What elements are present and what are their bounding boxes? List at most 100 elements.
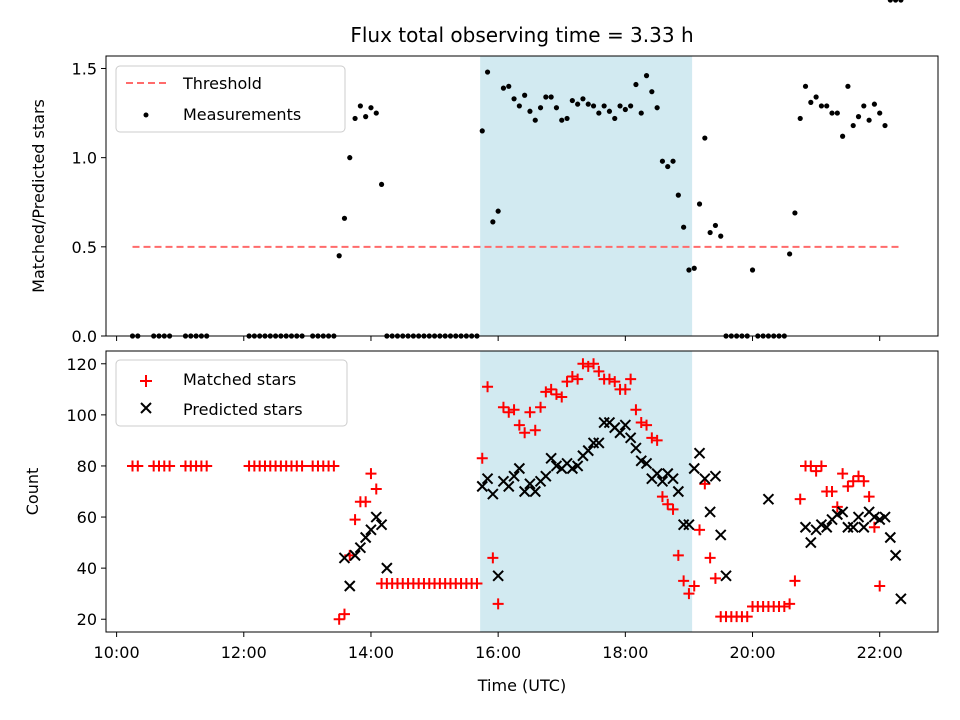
- matched-star-point: [476, 452, 488, 464]
- matched-star-point: [497, 401, 509, 413]
- legend-matched-label: Matched stars: [183, 370, 296, 389]
- measurement-point: [606, 108, 613, 114]
- ratio-legend: Threshold Measurements: [115, 65, 346, 133]
- matched-star-point: [794, 493, 806, 505]
- measurement-point: [580, 96, 586, 102]
- matched-star-point: [164, 460, 176, 472]
- count-y-axis-label: Count: [23, 468, 42, 516]
- matched-star-point: [201, 460, 213, 472]
- plot-frame: [105, 350, 939, 633]
- measurement-point: [129, 333, 136, 339]
- measurement-point: [845, 83, 851, 89]
- matched-star-point: [487, 552, 499, 564]
- matched-star-point: [519, 427, 531, 439]
- measurement-point: [850, 122, 856, 129]
- matched-star-point: [338, 608, 350, 620]
- matched-star-point: [545, 383, 557, 395]
- predicted-star-point: [852, 511, 865, 523]
- y-tick-label: 100: [66, 406, 97, 425]
- measurement-point: [421, 333, 427, 339]
- measurement-point: [871, 101, 878, 107]
- matched-star-point: [349, 514, 361, 526]
- matched-star-point: [656, 491, 668, 503]
- measurement-point: [707, 229, 713, 236]
- matched-star-point: [826, 486, 838, 497]
- matched-star-point: [625, 373, 637, 385]
- y-tick-label: 40: [77, 559, 97, 578]
- measurement-point: [569, 97, 575, 104]
- x-tick-label: 18:00: [602, 643, 648, 662]
- predicted-star-point: [508, 470, 520, 482]
- y-tick-label: 0.0: [72, 327, 97, 346]
- x-tick-label: 10:00: [94, 643, 140, 662]
- matched-star-point: [609, 376, 621, 388]
- measurement-point: [575, 101, 581, 107]
- measurement-point: [522, 92, 528, 98]
- matched-star-point: [619, 383, 631, 395]
- predicted-star-point: [375, 519, 388, 531]
- measurement-point: [813, 94, 819, 100]
- predicted-star-point: [365, 524, 377, 536]
- matched-star-point: [593, 365, 605, 377]
- matched-star-point: [837, 468, 849, 480]
- measurement-point: [877, 110, 883, 116]
- measurement-point: [267, 333, 273, 339]
- measurement-point: [596, 110, 602, 116]
- matched-star-point: [540, 386, 552, 398]
- measurement-point: [251, 333, 257, 339]
- measurement-point: [516, 103, 522, 109]
- measurement-point: [262, 333, 268, 339]
- measurement-point: [723, 333, 729, 339]
- predicted-star-point: [344, 580, 356, 592]
- measurement-point: [161, 333, 167, 339]
- measurement-point: [744, 333, 750, 339]
- predicted-star-point: [487, 488, 499, 500]
- predicted-star-point: [889, 549, 902, 562]
- measurement-point: [198, 333, 204, 339]
- predicted-star-point: [614, 427, 626, 439]
- predicted-star-point: [630, 442, 642, 454]
- predicted-star-point: [699, 473, 711, 485]
- matched-star-point: [561, 376, 573, 388]
- predicted-star-point: [571, 460, 584, 472]
- predicted-star-point: [799, 521, 812, 533]
- x-tick-label: 12:00: [221, 643, 267, 662]
- matched-star-point: [524, 406, 536, 418]
- measurement-point: [288, 333, 295, 339]
- measurement-point: [702, 135, 708, 141]
- predicted-star-point: [492, 570, 504, 582]
- measurement-point: [447, 333, 454, 339]
- count-legend: Matched stars Predicted stars: [115, 359, 348, 427]
- matched-star-point: [863, 491, 875, 503]
- legend-measurements-label: Measurements: [183, 105, 301, 124]
- measurement-point: [590, 103, 597, 109]
- measurement-point: [643, 73, 650, 79]
- plot-frame: [105, 55, 939, 337]
- measurement-point: [294, 333, 300, 339]
- measurement-point: [659, 158, 666, 164]
- matched-star-point: [874, 580, 886, 592]
- legend-matched-marker: [140, 375, 152, 387]
- measurement-point: [166, 333, 173, 339]
- measurement-point: [882, 122, 888, 129]
- y-tick-label: 60: [77, 508, 97, 527]
- predicted-star-point: [593, 437, 605, 449]
- measurement-point: [543, 94, 549, 100]
- measurement-point: [898, 0, 904, 3]
- measurement-point: [866, 117, 872, 123]
- matched-star-point: [603, 373, 615, 385]
- predicted-star-point: [656, 475, 669, 487]
- predicted-star-point: [518, 485, 531, 498]
- matched-star-point: [853, 470, 865, 482]
- matched-star-point: [482, 381, 494, 393]
- measurement-point: [352, 115, 358, 122]
- predicted-star-point: [858, 521, 870, 533]
- measurement-point: [612, 115, 618, 122]
- matched-star-point: [672, 549, 684, 561]
- measurement-point: [601, 103, 607, 109]
- y-tick-label: 1.5: [72, 59, 97, 78]
- measurement-point: [739, 333, 745, 339]
- measurement-point: [357, 103, 363, 109]
- matched-star-point: [784, 598, 796, 610]
- matched-star-point: [789, 575, 801, 587]
